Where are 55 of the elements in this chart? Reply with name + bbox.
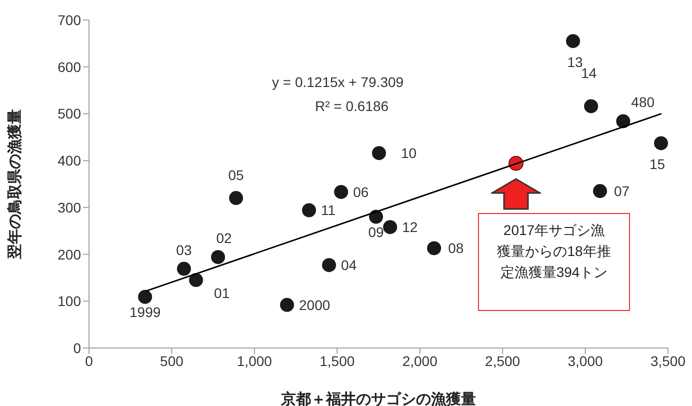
point <box>372 146 386 160</box>
annotation: 07 <box>614 183 630 200</box>
point <box>383 220 398 234</box>
annotation: 03 <box>176 242 192 258</box>
x-tick-label: 500 <box>160 352 184 369</box>
point <box>322 258 336 272</box>
point <box>427 241 442 256</box>
annotation: 05 <box>228 167 244 184</box>
x-tick-label: 2,500 <box>485 352 520 369</box>
point <box>616 114 630 128</box>
annotation: 10 <box>400 145 417 162</box>
y-axis-title: 翌年の鳥取県の漁獲量 <box>6 109 24 260</box>
y-tick-label: 400 <box>58 152 82 169</box>
annotation: 08 <box>448 240 464 256</box>
point <box>334 184 348 199</box>
annotation: 2000 <box>299 296 330 313</box>
annotation: 02 <box>216 230 232 246</box>
point <box>654 136 668 150</box>
annotation: 15 <box>649 156 666 172</box>
annotation: y = 0.1215x + 79.309 <box>272 74 404 90</box>
y-tick-label: 0 <box>73 340 82 356</box>
point <box>302 203 316 218</box>
point <box>211 250 226 264</box>
annotation: 11 <box>321 202 336 218</box>
annotation: 480 <box>631 94 655 110</box>
x-tick-label: 3,500 <box>650 352 686 369</box>
point <box>280 298 294 312</box>
annotation: 04 <box>341 257 357 274</box>
annotation: 14 <box>581 65 597 82</box>
x-tick-label: 0 <box>85 352 94 369</box>
annotation: 09 <box>368 224 384 240</box>
y-tick-label: 300 <box>58 199 82 216</box>
x-tick-label: 1,000 <box>236 352 272 369</box>
x-tick-label: 2,000 <box>402 352 438 369</box>
y-tick-label: 200 <box>58 246 82 262</box>
point <box>138 290 152 304</box>
annotation: R² = 0.6186 <box>315 98 389 114</box>
annotation: 13 <box>567 54 584 70</box>
point <box>176 262 191 276</box>
point <box>593 184 608 198</box>
annotation: 1999 <box>130 304 161 320</box>
point <box>566 34 580 48</box>
point <box>584 99 598 114</box>
annotation: 2017年サゴシ漁獲量からの18年推定漁獲量394トン <box>497 221 611 282</box>
point <box>229 191 244 206</box>
y-tick-label: 500 <box>58 106 82 122</box>
x-tick-label: 1,500 <box>320 352 355 369</box>
y-tick-label: 600 <box>58 58 82 75</box>
point <box>189 273 204 288</box>
annotation: 01 <box>214 285 230 302</box>
annotation: 06 <box>353 184 369 200</box>
x-tick-label: 3,000 <box>568 352 604 369</box>
annotation: 12 <box>402 219 418 236</box>
y-tick-label: 700 <box>58 12 82 28</box>
y-tick-label: 100 <box>58 293 82 310</box>
